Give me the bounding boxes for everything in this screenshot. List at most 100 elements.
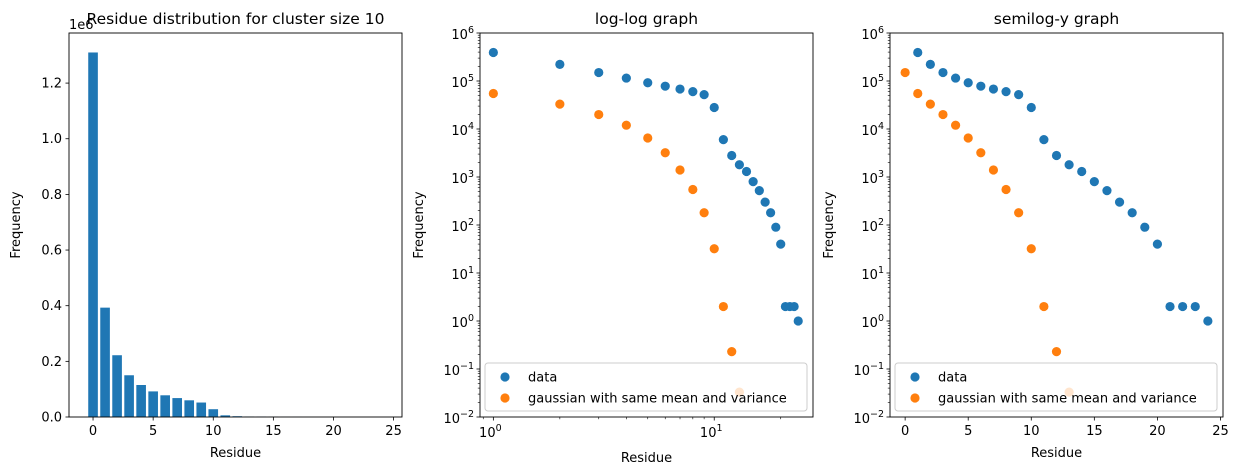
y-tick-label-exponent: −2 bbox=[460, 409, 474, 420]
point-data-8 bbox=[688, 87, 698, 97]
point-gaussian-10 bbox=[709, 244, 719, 254]
x-tick-label: 5 bbox=[149, 424, 157, 439]
point-gaussian-8 bbox=[688, 184, 698, 195]
x-axis-label: Residue bbox=[621, 451, 672, 466]
point-data-23 bbox=[789, 301, 799, 312]
plot-area bbox=[900, 23, 1213, 397]
y-tick-label-base: 10 bbox=[853, 412, 870, 427]
x-tick-label-base: 10 bbox=[479, 426, 496, 441]
point-data-14 bbox=[741, 166, 752, 177]
x-tick-label-exponent: 0 bbox=[496, 423, 502, 434]
y-tick-label: 101 bbox=[451, 265, 474, 283]
y-tick-label-base: 10 bbox=[861, 316, 878, 331]
y-tick-label-base: 10 bbox=[451, 76, 468, 91]
bar-residue-8 bbox=[184, 400, 195, 417]
y-tick-label: 102 bbox=[451, 217, 474, 235]
y-tick-label-base: 10 bbox=[451, 220, 468, 235]
point-data-12 bbox=[727, 150, 737, 161]
y-tick-label-exponent: 0 bbox=[878, 313, 884, 324]
y-tick-label-exponent: 5 bbox=[468, 73, 474, 84]
point-gaussian-2 bbox=[925, 99, 935, 109]
point-gaussian-6 bbox=[976, 148, 986, 158]
point-gaussian-11 bbox=[718, 301, 728, 312]
y-tick-label-base: 10 bbox=[861, 220, 878, 235]
point-data-7 bbox=[675, 84, 685, 94]
point-gaussian-10 bbox=[1026, 244, 1036, 254]
bar-residue-5 bbox=[148, 391, 158, 417]
point-data-22 bbox=[1178, 301, 1188, 312]
y-tick-label: 10−2 bbox=[443, 409, 474, 427]
point-data-0 bbox=[901, 23, 910, 32]
point-data-9 bbox=[1014, 90, 1024, 100]
point-gaussian-3 bbox=[938, 109, 948, 120]
plot-area bbox=[88, 52, 387, 417]
point-data-10 bbox=[709, 102, 719, 113]
point-data-23 bbox=[1190, 301, 1200, 312]
x-tick-label: 20 bbox=[325, 424, 342, 439]
point-data-4 bbox=[950, 73, 961, 83]
axes-frame bbox=[479, 32, 814, 418]
point-gaussian-5 bbox=[963, 133, 973, 143]
legend-label-gaussian: gaussian with same mean and variance bbox=[938, 392, 1197, 407]
y-tick-label-base: 10 bbox=[451, 172, 468, 187]
chart-title: Residue distribution for cluster size 10 bbox=[87, 10, 385, 28]
y-tick-label-base: 10 bbox=[451, 268, 468, 283]
legend: data gaussian with same mean and variance bbox=[484, 362, 808, 412]
x-tick-label: 15 bbox=[1086, 424, 1103, 439]
y-tick-label: 104 bbox=[861, 121, 884, 139]
x-tick-label: 10 bbox=[205, 424, 222, 439]
bar-residue-3 bbox=[124, 375, 134, 417]
y-tick-label: 0.2 bbox=[41, 355, 62, 370]
point-gaussian-12 bbox=[1051, 347, 1062, 357]
y-tick-label-base: 10 bbox=[861, 76, 878, 91]
point-data-6 bbox=[976, 81, 986, 91]
y-tick-label: 103 bbox=[861, 169, 884, 187]
point-data-17 bbox=[1114, 197, 1125, 207]
axes-frame bbox=[889, 32, 1224, 418]
y-tick-label-base: 10 bbox=[443, 412, 460, 427]
point-gaussian-2 bbox=[555, 99, 565, 109]
point-data-14 bbox=[1077, 166, 1087, 177]
x-tick-label-exponent: 1 bbox=[716, 423, 722, 434]
y-tick-label: 0.8 bbox=[41, 188, 62, 203]
bar-residue-11 bbox=[220, 415, 231, 417]
bar-residue-1 bbox=[100, 307, 110, 417]
point-gaussian-11 bbox=[1039, 301, 1049, 312]
point-data-13 bbox=[1064, 160, 1074, 170]
point-gaussian-1 bbox=[913, 88, 923, 99]
point-data-11 bbox=[718, 135, 728, 145]
legend-label-data: data bbox=[938, 371, 967, 386]
point-data-18 bbox=[766, 208, 776, 218]
bar-residue-6 bbox=[160, 395, 170, 417]
point-data-20 bbox=[776, 239, 786, 249]
point-data-3 bbox=[938, 67, 948, 78]
point-gaussian-4 bbox=[621, 120, 631, 130]
x-axis-label: Residue bbox=[1031, 446, 1082, 461]
y-tick-label-base: 10 bbox=[853, 364, 870, 379]
point-data-19 bbox=[771, 222, 781, 232]
legend-marker-data bbox=[910, 372, 920, 382]
y-tick-label-exponent: 0 bbox=[468, 313, 474, 324]
plot-area bbox=[488, 47, 803, 397]
bar-residue-2 bbox=[112, 355, 122, 417]
y-tick-label-exponent: −1 bbox=[870, 361, 884, 372]
point-data-4 bbox=[621, 73, 631, 83]
point-data-7 bbox=[988, 84, 999, 94]
y-axis-label: Frequency bbox=[822, 191, 837, 258]
y-tick-label-exponent: 1 bbox=[878, 265, 884, 276]
y-tick-label: 104 bbox=[451, 121, 474, 139]
point-data-5 bbox=[643, 78, 653, 88]
point-gaussian-5 bbox=[643, 133, 653, 143]
x-tick-label: 25 bbox=[385, 424, 402, 439]
y-tick-label-exponent: 5 bbox=[878, 73, 884, 84]
point-data-10 bbox=[1026, 102, 1036, 113]
point-gaussian-9 bbox=[1014, 208, 1024, 218]
point-data-13 bbox=[734, 160, 745, 170]
y-tick-label: 0.6 bbox=[41, 244, 62, 259]
y-tick-label: 0.4 bbox=[41, 299, 62, 314]
y-axis-label: Frequency bbox=[9, 191, 24, 258]
bar-residue-4 bbox=[136, 385, 146, 417]
legend-box bbox=[894, 362, 1218, 412]
legend-marker-data bbox=[500, 372, 510, 382]
